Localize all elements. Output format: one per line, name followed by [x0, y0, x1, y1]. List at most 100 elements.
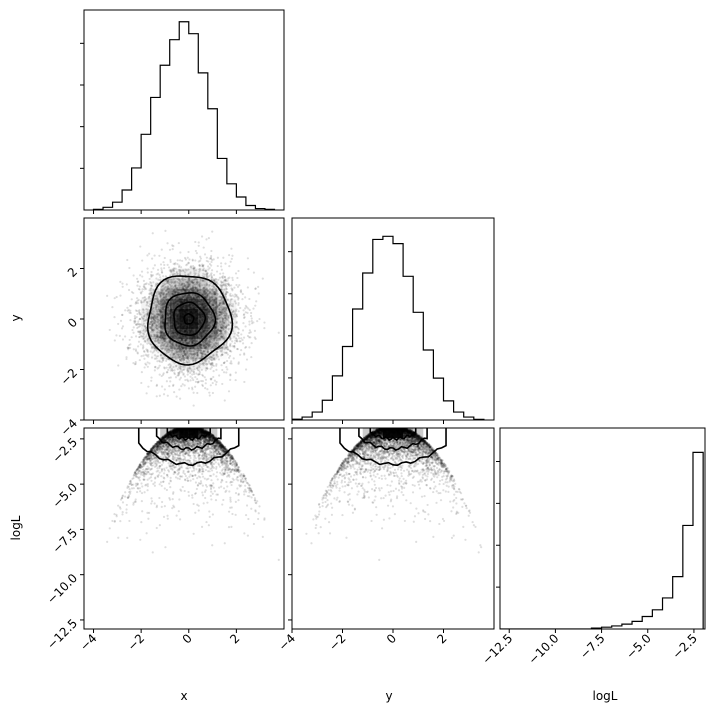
- sample-point: [125, 356, 128, 359]
- hx-histogram-step: [92, 21, 276, 210]
- sample-point: [160, 314, 164, 317]
- sample-point: [141, 308, 145, 311]
- sample-point: [182, 354, 185, 357]
- sample-point: [208, 301, 211, 304]
- sample-point: [204, 353, 207, 357]
- sample-point: [138, 309, 141, 312]
- sample-point: [225, 347, 228, 350]
- sample-point: [233, 345, 236, 348]
- sample-point: [186, 341, 189, 344]
- sample-point: [233, 342, 236, 345]
- sample-point: [218, 333, 221, 336]
- sample-point: [213, 328, 216, 331]
- sample-point: [180, 338, 183, 342]
- sample-point: [229, 327, 232, 330]
- sample-point: [222, 335, 225, 338]
- sample-point: [238, 284, 241, 287]
- sample-point: [160, 248, 163, 251]
- sample-point: [153, 264, 156, 267]
- sample-point: [207, 327, 211, 330]
- sample-point: [137, 345, 140, 348]
- sample-point: [189, 339, 192, 343]
- sample-point: [180, 349, 183, 352]
- sample-point: [179, 370, 182, 373]
- sample-point: [224, 311, 227, 315]
- sample-point: [231, 294, 234, 297]
- sample-point: [209, 297, 212, 301]
- sample-point: [214, 331, 217, 334]
- sample-point: [211, 318, 215, 322]
- sample-point: [180, 287, 184, 291]
- sample-point: [182, 350, 185, 353]
- sample-point: [146, 340, 150, 343]
- sample-point: [196, 288, 199, 291]
- sample-point: [198, 289, 202, 292]
- sample-point: [136, 323, 139, 326]
- sample-point: [180, 266, 183, 269]
- sample-point: [236, 347, 239, 351]
- sample-point: [198, 345, 202, 348]
- sample-point: [228, 349, 232, 352]
- sample-point: [179, 376, 183, 379]
- sample-point: [215, 270, 219, 273]
- sample-point: [138, 330, 141, 333]
- sample-point: [167, 280, 170, 283]
- sample-point: [206, 283, 209, 287]
- sample-point: [235, 293, 238, 297]
- sample-point: [165, 322, 168, 325]
- sample-point: [180, 358, 184, 361]
- sample-point: [182, 346, 185, 349]
- sample-point: [195, 356, 198, 360]
- sample-point: [192, 287, 195, 290]
- sample-point: [208, 257, 211, 260]
- sample-point: [121, 338, 125, 341]
- sample-point: [232, 357, 235, 360]
- sample-point: [186, 368, 189, 371]
- sample-point: [218, 276, 222, 279]
- sample-point: [181, 276, 184, 279]
- sample-point: [204, 291, 207, 294]
- sample-point: [148, 323, 151, 326]
- sample-point: [194, 249, 197, 253]
- sample-point: [196, 354, 199, 357]
- sample-point: [185, 296, 188, 299]
- sample-point: [140, 301, 143, 304]
- sample-point: [214, 383, 218, 386]
- sample-point: [204, 378, 208, 381]
- sample-point: [163, 388, 166, 391]
- sample-point: [198, 296, 202, 299]
- sample-point: [178, 358, 181, 362]
- sample-point: [143, 285, 146, 289]
- sample-point: [173, 292, 177, 295]
- sample-point: [166, 279, 169, 282]
- sample-point: [191, 346, 194, 349]
- sample-point: [226, 299, 229, 302]
- sample-point: [158, 309, 161, 313]
- sample-point: [222, 272, 225, 275]
- sample-point: [194, 277, 198, 280]
- sample-point: [165, 280, 168, 283]
- sample-point: [138, 285, 141, 288]
- sample-point: [163, 337, 166, 340]
- sample-point: [136, 312, 139, 316]
- sample-point: [153, 354, 157, 357]
- sample-point: [187, 277, 191, 280]
- sample-point: [176, 348, 179, 351]
- sample-point: [207, 311, 210, 314]
- sample-point: [213, 279, 216, 282]
- sample-point: [204, 387, 207, 390]
- sample-point: [186, 378, 189, 381]
- sample-point: [159, 293, 162, 296]
- sample-point: [194, 259, 197, 262]
- sample-point: [207, 265, 210, 268]
- sample-point: [214, 335, 217, 339]
- sample-point: [194, 339, 197, 342]
- sample-point: [150, 325, 153, 329]
- sample-point: [231, 303, 234, 306]
- sample-point: [156, 312, 159, 315]
- sample-point: [208, 274, 211, 277]
- sample-point: [139, 299, 143, 302]
- sample-point: [177, 268, 180, 272]
- sample-point: [139, 331, 142, 334]
